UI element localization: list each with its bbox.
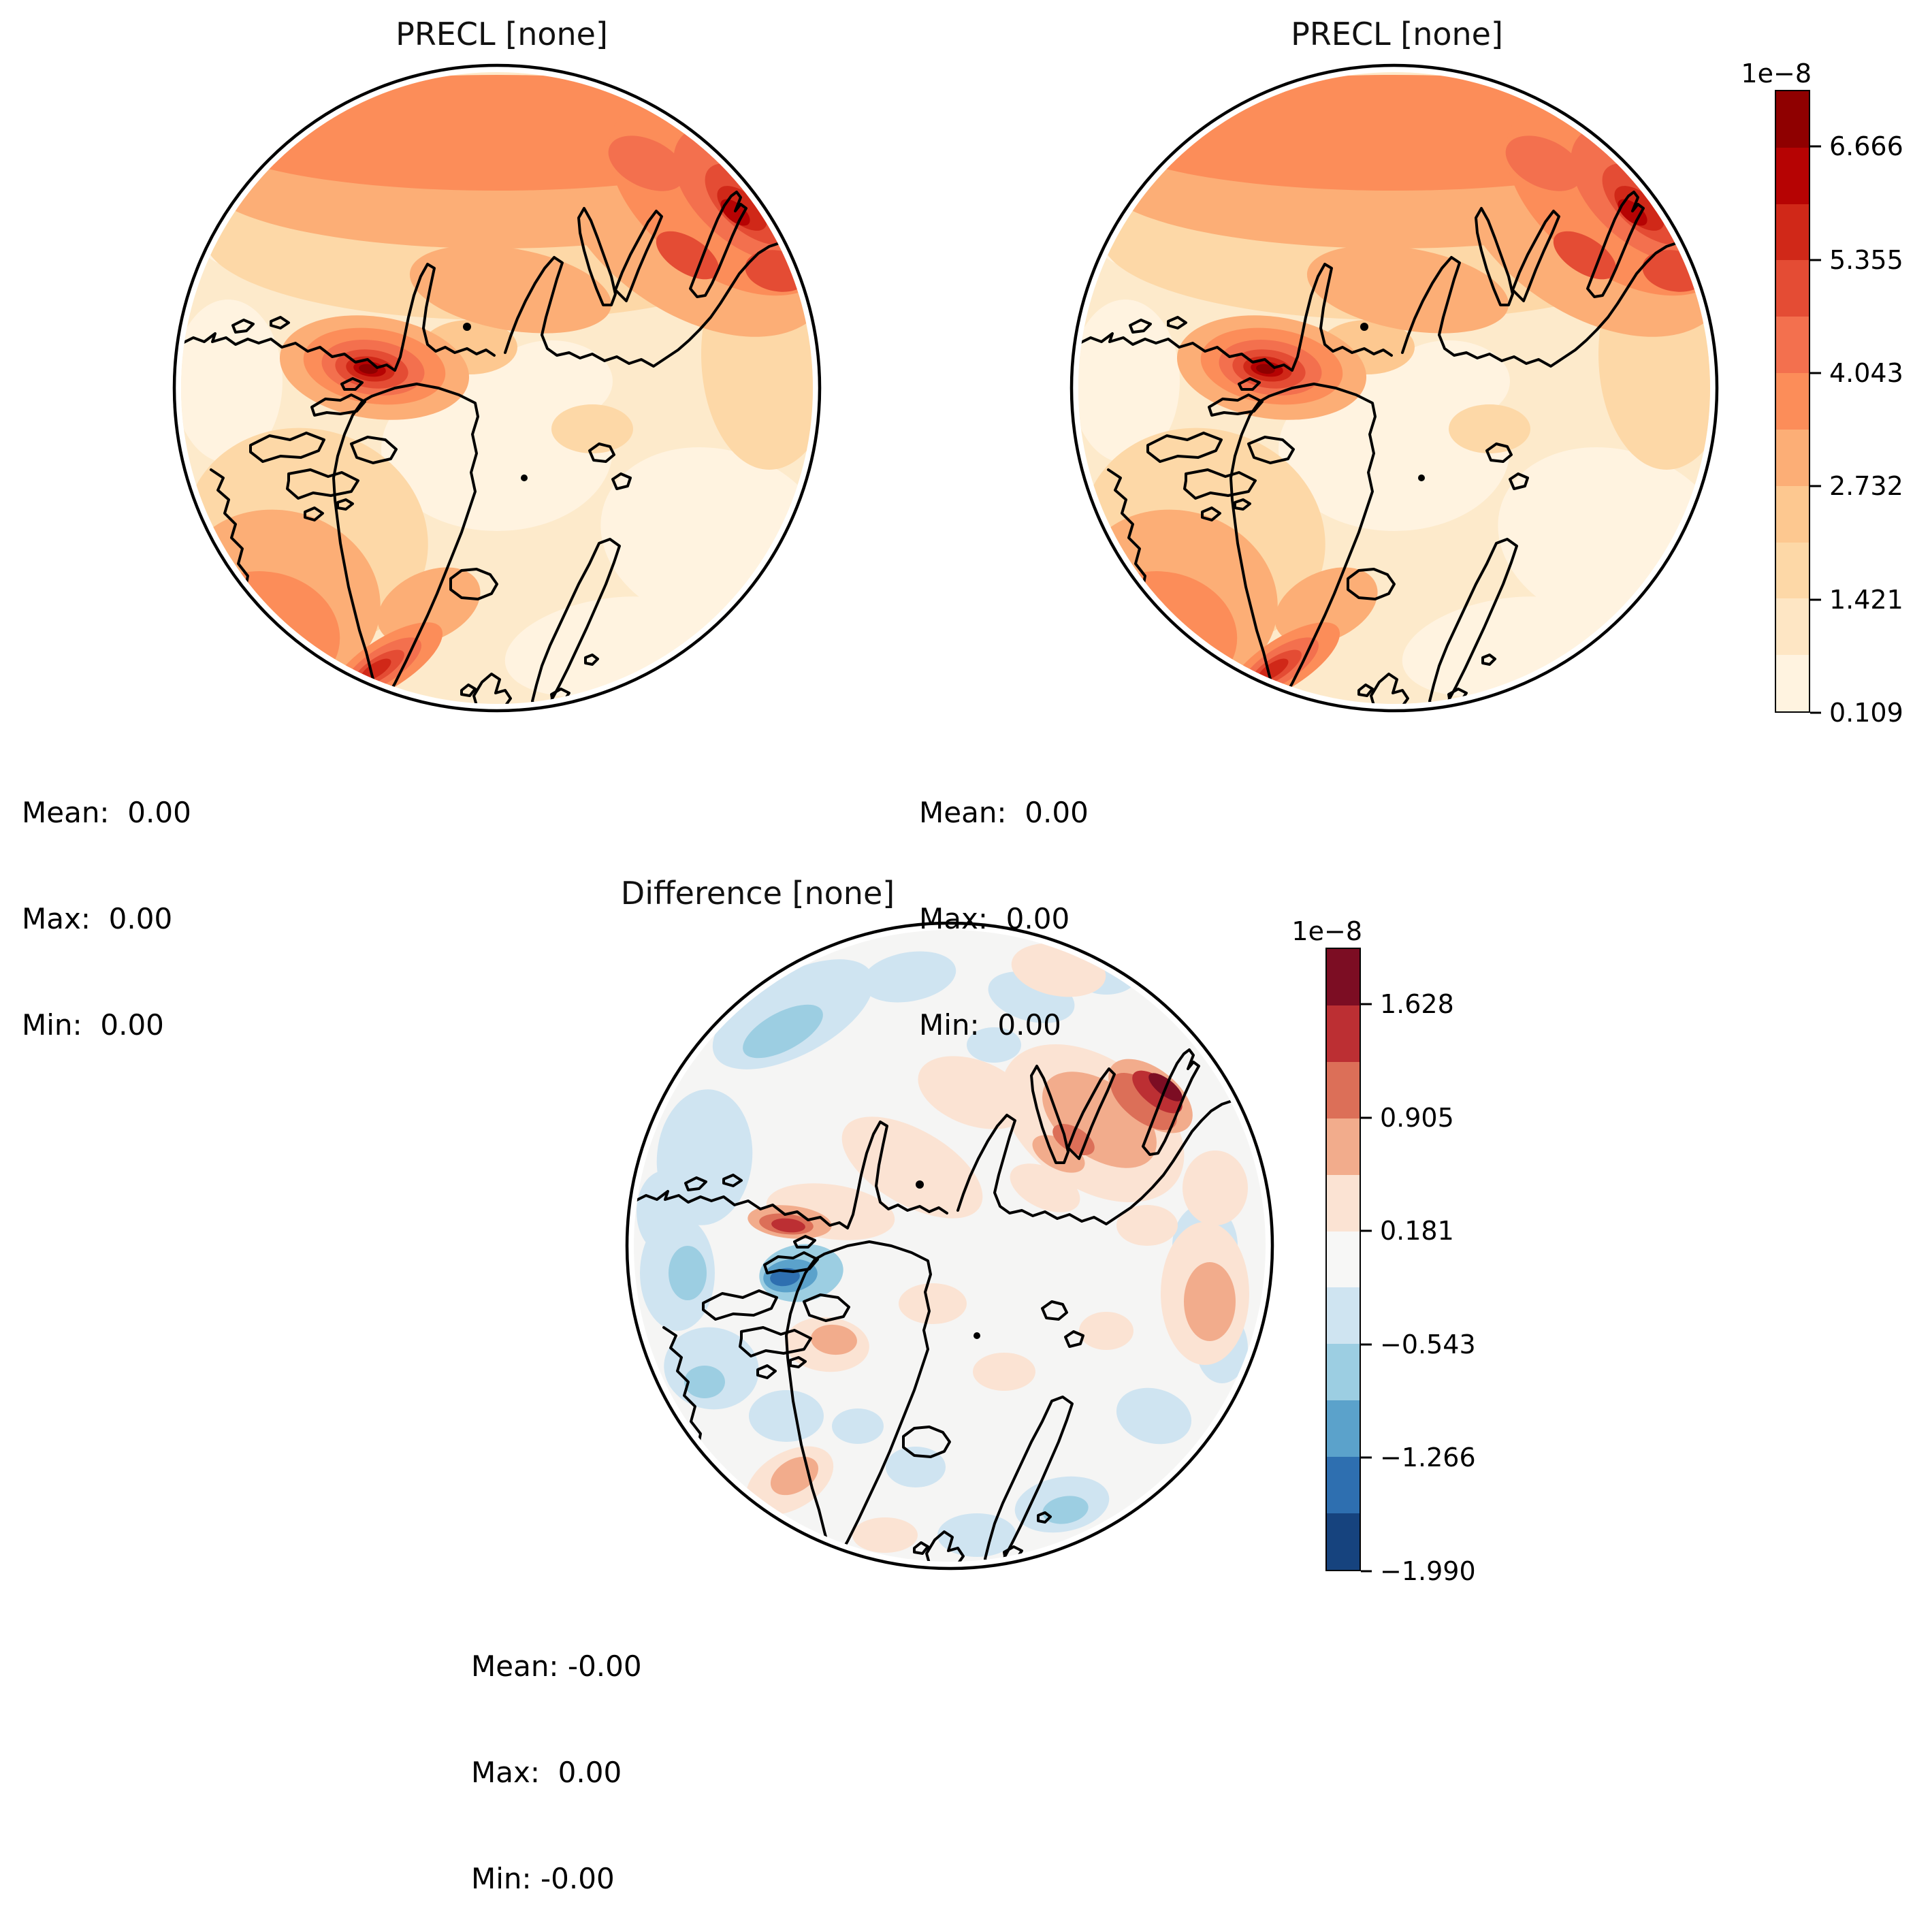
colorbar-tick-label: 2.732 — [1829, 471, 1903, 502]
stat-mean: Mean: 0.00 — [22, 796, 191, 829]
colorbar-tick — [1810, 485, 1821, 487]
colorbar-segment — [1327, 1400, 1360, 1458]
colorbar-tick — [1810, 372, 1821, 374]
difference-colorbar: 1.628 0.905 0.181 −0.543 −1.266 −1.990 — [1325, 948, 1476, 1586]
colorbar-segment — [1327, 1344, 1360, 1401]
stat-max: Max: 0.00 — [919, 902, 1070, 935]
colorbar-segment — [1776, 147, 1809, 204]
panel3-stats: Mean: -0.00 Max: 0.00 Min: -0.00 — [471, 1578, 642, 1932]
map-boundary-circle — [625, 921, 1274, 1571]
stat-min: Min: 0.00 — [22, 1008, 164, 1042]
colorbar-segment — [1776, 598, 1809, 656]
panel1-stats: Mean: 0.00 Max: 0.00 Min: 0.00 — [22, 724, 191, 1078]
colorbar-tick — [1361, 1456, 1372, 1459]
colorbar-segment — [1327, 1061, 1360, 1118]
colorbar-segment — [1327, 1513, 1360, 1570]
stat-mean: Mean: 0.00 — [919, 796, 1089, 829]
colorbar-segment — [1776, 373, 1809, 430]
colorbar-segment — [1327, 1457, 1360, 1514]
precl-map-baseline — [1069, 63, 1719, 713]
stat-mean: Mean: -0.00 — [471, 1649, 642, 1683]
stat-max: Max: 0.00 — [471, 1756, 622, 1789]
colorbar-segment — [1327, 1287, 1360, 1345]
colorbar-segment — [1327, 1231, 1360, 1288]
difference-map — [625, 921, 1274, 1571]
colorbar-scale-label: 1e−8 — [1741, 59, 1812, 88]
colorbar-tick — [1810, 711, 1821, 714]
colorbar-tick — [1361, 1343, 1372, 1346]
colorbar-tick-label: 0.109 — [1829, 698, 1903, 728]
panel2-title: PRECL [none] — [1291, 16, 1503, 52]
colorbar-tick — [1810, 145, 1821, 148]
colorbar-segment — [1776, 317, 1809, 374]
stat-max: Max: 0.00 — [22, 902, 173, 935]
colorbar-tick — [1361, 1570, 1372, 1573]
colorbar-segment — [1327, 1118, 1360, 1175]
colorbar-segment — [1327, 1005, 1360, 1062]
colorbar-segment — [1776, 204, 1809, 261]
colorbar-tick-label: −0.543 — [1380, 1329, 1476, 1359]
colorbar-segment — [1327, 949, 1360, 1005]
colorbar-segment — [1776, 542, 1809, 599]
colorbar-tick-label: 6.666 — [1829, 131, 1903, 162]
colorbar-segment — [1776, 429, 1809, 486]
precl-colorbar: 6.666 5.355 4.043 2.732 1.421 0.109 — [1775, 90, 1903, 728]
colorbar-tick — [1361, 1229, 1372, 1232]
colorbar-segment — [1776, 260, 1809, 317]
stat-min: Min: 0.00 — [919, 1008, 1061, 1042]
panel3-title: Difference [none] — [620, 875, 895, 912]
colorbar-tick-label: 0.905 — [1380, 1102, 1454, 1133]
colorbar-tick-label: 1.421 — [1829, 584, 1903, 615]
precl-colorbar-bar — [1775, 90, 1810, 713]
map-boundary-circle — [1069, 63, 1719, 713]
colorbar-segment — [1776, 485, 1809, 543]
colorbar-tick — [1810, 259, 1821, 261]
stat-min: Min: -0.00 — [471, 1862, 615, 1895]
colorbar-tick — [1810, 598, 1821, 601]
colorbar-tick — [1361, 1116, 1372, 1119]
panel1-title: PRECL [none] — [396, 16, 608, 52]
colorbar-tick-label: 1.628 — [1380, 989, 1454, 1020]
colorbar-tick-label: −1.266 — [1380, 1443, 1476, 1473]
colorbar-tick-label: 4.043 — [1829, 357, 1903, 388]
difference-colorbar-bar — [1325, 948, 1361, 1571]
colorbar-tick-label: −1.990 — [1380, 1556, 1476, 1586]
colorbar-tick-label: 0.181 — [1380, 1216, 1454, 1246]
map-boundary-circle — [172, 63, 822, 713]
colorbar-tick — [1361, 1003, 1372, 1005]
colorbar-segment — [1776, 91, 1809, 148]
precl-map-case — [172, 63, 822, 713]
colorbar-segment — [1327, 1174, 1360, 1231]
colorbar-segment — [1776, 655, 1809, 711]
colorbar-scale-label: 1e−8 — [1291, 916, 1362, 946]
panel2-stats: Mean: 0.00 Max: 0.00 Min: 0.00 — [919, 724, 1089, 1078]
colorbar-tick-label: 5.355 — [1829, 244, 1903, 275]
